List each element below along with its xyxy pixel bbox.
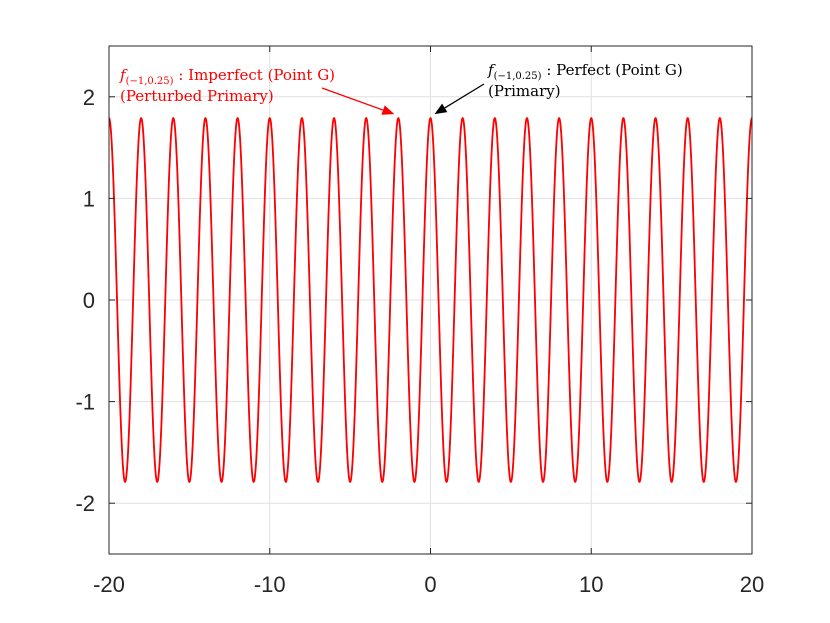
- annotation-imperfect-line1: f(−1,0.25) : Imperfect (Point G): [119, 66, 335, 87]
- annotation-imperfect-f: f: [119, 66, 128, 84]
- x-tick-label: -20: [93, 572, 125, 597]
- annotation-perfect-arrow: [444, 83, 485, 109]
- series-layer: [109, 117, 752, 483]
- annotation-perfect-f: f: [487, 61, 496, 79]
- y-tick-label: -2: [75, 491, 95, 516]
- annotation-imperfect: f(−1,0.25) : Imperfect (Point G) (Pertur…: [119, 66, 395, 115]
- x-tick-label: 0: [424, 572, 436, 597]
- x-tick-label: -10: [254, 572, 286, 597]
- x-tick-label: 10: [579, 572, 603, 597]
- y-tick-label: 0: [83, 288, 95, 313]
- series-line-perturbed: [109, 117, 752, 483]
- y-tick-label: -1: [75, 390, 95, 415]
- annotation-imperfect-arrow: [321, 87, 384, 111]
- ticks: [108, 46, 753, 554]
- annotation-imperfect-line2: (Perturbed Primary): [120, 87, 274, 105]
- annotation-perfect-label: : Perfect (Point G): [542, 61, 683, 79]
- annotation-imperfect-arrowhead: [381, 105, 395, 115]
- annotation-imperfect-label: : Imperfect (Point G): [174, 66, 335, 84]
- annotation-imperfect-sub: (−1,0.25): [126, 76, 174, 87]
- annotation-perfect-line2: (Primary): [488, 82, 561, 100]
- x-tick-label: 20: [740, 572, 764, 597]
- annotation-perfect: f(−1,0.25) : Perfect (Point G) (Primary): [434, 61, 683, 115]
- y-tick-label: 1: [83, 186, 95, 211]
- annotation-perfect-sub: (−1,0.25): [494, 71, 542, 82]
- annotation-perfect-arrowhead: [434, 103, 448, 115]
- annotation-perfect-line1: f(−1,0.25) : Perfect (Point G): [487, 61, 683, 82]
- y-tick-label: 2: [83, 85, 95, 110]
